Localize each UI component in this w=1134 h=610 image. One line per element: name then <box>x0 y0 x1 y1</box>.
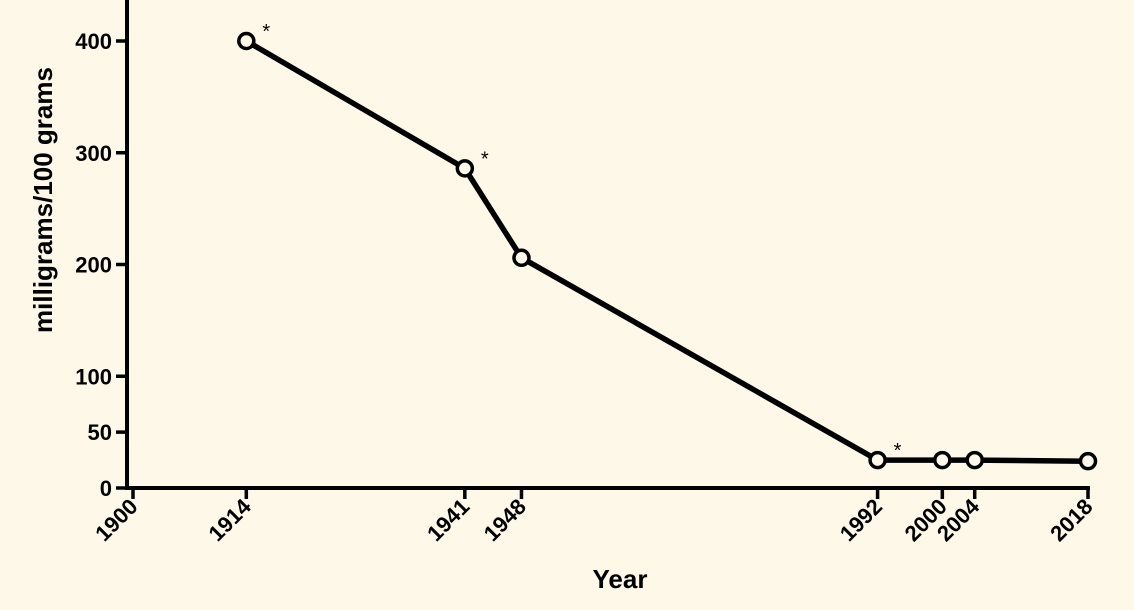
x-axis-title: Year <box>593 564 648 594</box>
data-point <box>965 450 984 470</box>
axes <box>116 0 1090 499</box>
x-tick-label: 2018 <box>1045 494 1097 546</box>
y-axis-title: milligrams/100 grams <box>28 67 58 333</box>
data-point <box>1078 451 1098 471</box>
data-point <box>512 248 531 268</box>
data-point <box>868 450 887 470</box>
series <box>237 31 1098 471</box>
x-tick-label: 1941 <box>422 494 474 546</box>
x-tick-label: 1914 <box>204 493 257 546</box>
y-tick-label: 400 <box>75 29 112 54</box>
data-point <box>933 450 952 470</box>
y-tick-label: 200 <box>75 253 112 278</box>
x-tick-label: 1992 <box>835 494 887 546</box>
y-tick-label: 100 <box>75 364 112 389</box>
data-point <box>237 31 256 51</box>
x-tick-label: 1900 <box>90 494 142 546</box>
significance-asterisk: * <box>262 21 270 43</box>
series-line <box>244 38 1089 464</box>
significance-asterisk: * <box>481 148 489 170</box>
y-tick-label: 0 <box>100 476 112 501</box>
data-point <box>455 159 475 178</box>
y-tick-label: 50 <box>88 420 112 445</box>
y-tick-label: 300 <box>75 141 112 166</box>
x-tick-label: 1948 <box>479 494 531 546</box>
significance-asterisk: * <box>894 440 902 462</box>
